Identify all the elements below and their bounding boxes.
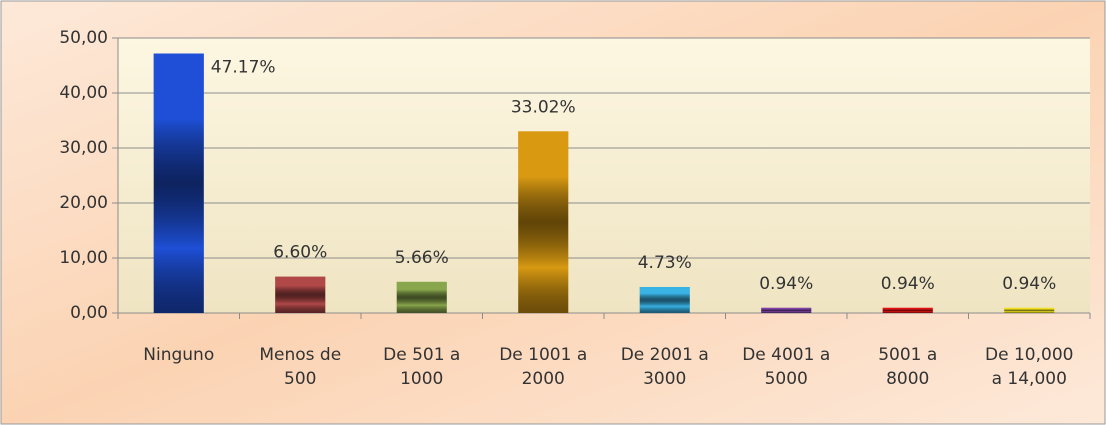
y-tick-label: 0,00 — [70, 303, 108, 323]
value-label: 0.94% — [759, 274, 813, 294]
y-tick-label: 10,00 — [59, 248, 108, 268]
x-tick-label: De 10,000 a 14,000 — [985, 345, 1074, 389]
bar — [396, 281, 447, 313]
x-tick-label: Ninguno — [143, 345, 215, 365]
y-tick-label: 30,00 — [59, 138, 108, 158]
value-label: 33.02% — [511, 97, 576, 117]
y-tick-label: 20,00 — [59, 193, 108, 213]
y-tick-label: 40,00 — [59, 83, 108, 103]
x-tick-label: De 1001 a 2000 — [499, 345, 588, 389]
bar — [518, 131, 569, 313]
bar — [275, 276, 326, 313]
value-label: 6.60% — [273, 243, 327, 263]
bar — [153, 53, 204, 313]
bar — [882, 307, 933, 313]
value-label: 4.73% — [638, 253, 692, 273]
bar — [1004, 307, 1055, 313]
value-label: 0.94% — [881, 274, 935, 294]
bar — [639, 286, 690, 313]
y-tick-label: 50,00 — [59, 28, 108, 48]
x-tick-label: De 2001 a 3000 — [620, 345, 709, 389]
bar — [761, 307, 812, 313]
value-label: 5.66% — [395, 248, 449, 268]
x-tick-label: De 4001 a 5000 — [742, 345, 831, 389]
value-label: 0.94% — [1002, 274, 1056, 294]
x-tick-label: De 501 a 1000 — [383, 345, 461, 389]
x-tick-label: 5001 a 8000 — [878, 345, 938, 389]
value-label: 47.17% — [211, 58, 276, 78]
x-tick-label: Menos de 500 — [259, 345, 342, 389]
plot-area — [118, 38, 1090, 313]
